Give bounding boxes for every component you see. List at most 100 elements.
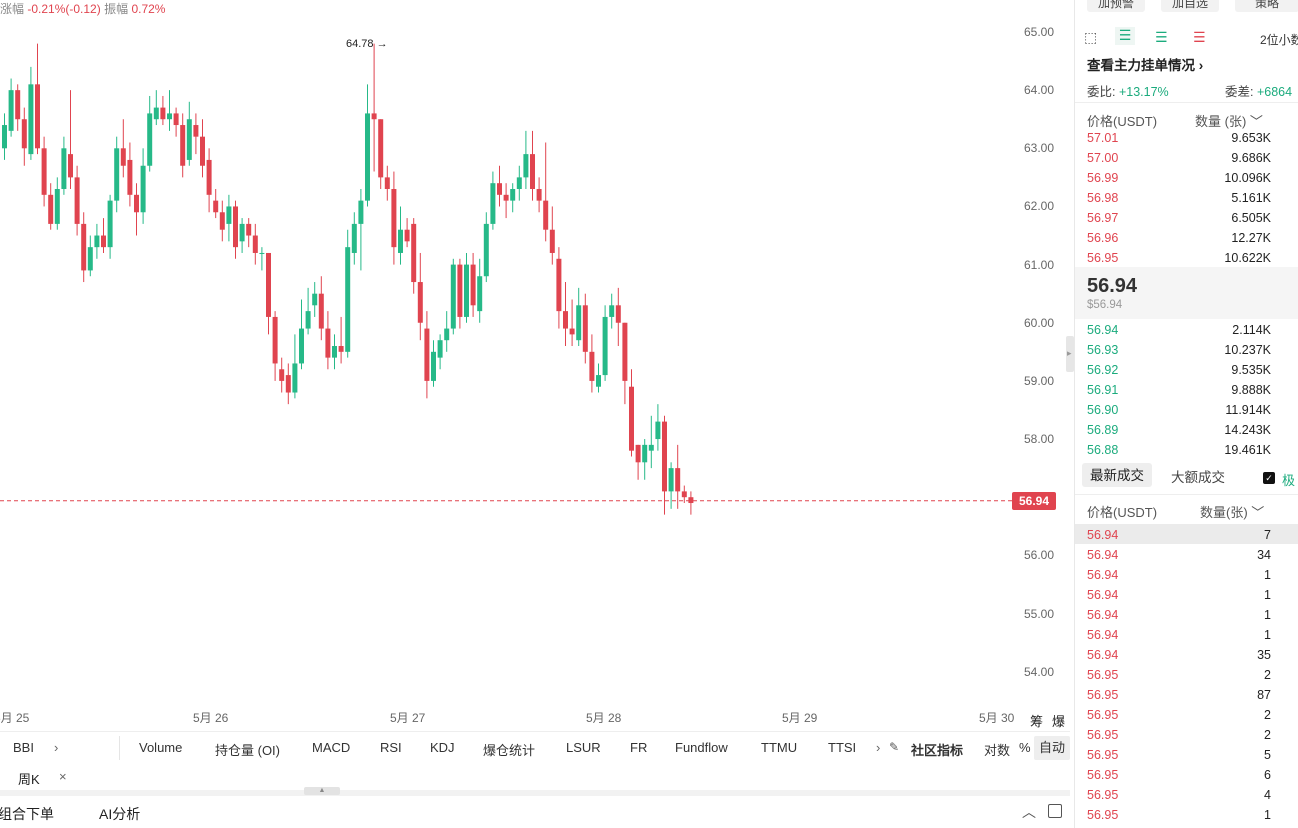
log-scale-toggle[interactable]: 对数 (984, 743, 1011, 758)
orderbook-row[interactable]: 56.96 12.27K (1087, 228, 1271, 248)
chevron-right-icon[interactable]: › (876, 740, 881, 755)
trade-row[interactable]: 56.95 4 (1087, 785, 1271, 805)
indicator-volume[interactable]: Volume (139, 740, 183, 755)
trade-row[interactable]: 56.94 35 (1087, 645, 1271, 665)
orderbook-both-icon[interactable]: ☰ (1115, 27, 1135, 45)
indicator-ttsi[interactable]: TTSI (828, 740, 857, 755)
row-qty: 1 (1264, 568, 1271, 582)
trade-row[interactable]: 56.94 1 (1087, 585, 1271, 605)
candle (81, 212, 87, 283)
candle (74, 165, 80, 236)
chevron-up-icon[interactable]: ︿ (1022, 804, 1036, 820)
candlestick-chart[interactable]: 65.00 64.00 63.00 62.00 61.00 60.00 59.00 58.00… (0, 0, 1070, 730)
trade-row[interactable]: 56.95 1 (1087, 805, 1271, 825)
liquidation-button[interactable]: 爆 (1052, 714, 1066, 729)
decimals-select[interactable]: 2位小数 (1260, 33, 1298, 47)
trade-row[interactable]: 56.94 1 (1087, 625, 1271, 645)
indicator-macd[interactable]: MACD (312, 740, 351, 755)
add-alert-button[interactable]: 加预警 (1087, 0, 1145, 12)
tab-combo-order[interactable]: 组合下单 (0, 806, 54, 822)
orderbook-qty-header[interactable]: 数量 (张) ﹀ (1195, 114, 1263, 129)
candle (464, 252, 469, 323)
candle (305, 287, 311, 335)
indicator-bbi[interactable]: BBI (13, 740, 34, 755)
candle (167, 90, 172, 131)
orderbook-row[interactable]: 56.97 6.505K (1087, 208, 1271, 228)
indicator-ttmu[interactable]: TTMU (761, 740, 798, 755)
trade-row[interactable]: 56.95 5 (1087, 745, 1271, 765)
orderbook-row[interactable]: 56.95 10.622K (1087, 248, 1271, 268)
orderbook-bids-icon[interactable]: ☰ (1155, 29, 1168, 45)
trade-row[interactable]: 56.95 6 (1087, 765, 1271, 785)
trade-row[interactable]: 56.94 1 (1087, 565, 1271, 585)
orderbook-row[interactable]: 56.93 10.237K (1087, 340, 1271, 360)
layout-icon[interactable]: ⬚ (1084, 29, 1098, 45)
row-qty: 4 (1264, 788, 1271, 802)
depth-link[interactable]: 查看主力挂单情况 › (1087, 58, 1204, 73)
orderbook-row[interactable]: 56.94 2.114K (1087, 320, 1271, 340)
indicator-kdj[interactable]: KDJ (430, 740, 455, 755)
diff-value: +6864 (1256, 85, 1293, 99)
indicator-lsur[interactable]: LSUR (566, 740, 601, 755)
orderbook-row[interactable]: 57.01 9.653K (1087, 128, 1271, 148)
panel-collapse-handle[interactable]: ▸ (1066, 336, 1074, 372)
percent-scale-toggle[interactable]: % (1019, 740, 1031, 755)
orderbook-row[interactable]: 57.00 9.686K (1087, 148, 1271, 168)
orderbook-row[interactable]: 56.89 14.243K (1087, 420, 1271, 440)
period-weekly[interactable]: 周K (18, 772, 40, 787)
candle (417, 252, 423, 341)
indicator-oi[interactable]: 持仓量 (OI) (215, 743, 280, 758)
trade-row[interactable]: 56.95 87 (1087, 685, 1271, 705)
candle (622, 322, 628, 405)
indicator-rsi[interactable]: RSI (380, 740, 402, 755)
candle (477, 258, 483, 323)
add-watchlist-button[interactable]: 加自选 (1161, 0, 1219, 12)
trade-row[interactable]: 56.94 1 (1087, 605, 1271, 625)
tab-large-trades[interactable]: 大额成交 (1171, 470, 1225, 485)
trade-row[interactable]: 56.94 34 (1087, 545, 1271, 565)
trade-row[interactable]: 56.95 2 (1087, 705, 1271, 725)
trade-row[interactable]: 56.95 2 (1087, 665, 1271, 685)
close-icon[interactable]: × (59, 769, 67, 784)
row-qty: 2 (1264, 668, 1271, 682)
y-tick-label: 63.00 (1024, 141, 1055, 156)
candle (351, 212, 357, 265)
candle (596, 363, 601, 393)
row-price: 56.92 (1087, 363, 1119, 377)
checkbox-icon[interactable]: ✓ (1263, 472, 1275, 484)
chip-distribution-button[interactable]: 筹 (1030, 714, 1044, 729)
row-qty: 10.096K (1224, 171, 1271, 185)
orderbook-row[interactable]: 56.90 11.914K (1087, 400, 1271, 420)
trade-row[interactable]: 56.94 7 (1087, 525, 1271, 545)
expand-icon[interactable] (1048, 804, 1062, 818)
drag-handle[interactable]: ▲ (304, 787, 340, 795)
indicator-liquidation[interactable]: 爆仓统计 (483, 743, 536, 758)
orderbook-asks-icon[interactable]: ☰ (1193, 29, 1206, 45)
tab-latest-trades[interactable]: 最新成交 (1082, 463, 1152, 487)
tab-ai-analysis[interactable]: AI分析 (99, 806, 141, 822)
candle (312, 282, 318, 317)
row-price: 56.98 (1087, 191, 1119, 205)
row-qty: 35 (1257, 648, 1271, 662)
auto-scale-button[interactable]: 自动 (1034, 736, 1070, 760)
strategy-button[interactable]: 策略 (1235, 0, 1298, 12)
community-indicators-button[interactable]: 社区指标 (911, 743, 964, 758)
orderbook-row[interactable]: 56.92 9.535K (1087, 360, 1271, 380)
edit-icon[interactable]: ✎ (889, 740, 900, 754)
orderbook-row[interactable]: 56.98 5.161K (1087, 188, 1271, 208)
candle (398, 206, 403, 265)
chevron-right-icon[interactable]: › (54, 740, 59, 755)
trades-qty-header[interactable]: 数量(张) ﹀ (1200, 505, 1265, 520)
orderbook-row[interactable]: 56.88 19.461K (1087, 440, 1271, 460)
y-tick-label: 64.00 (1024, 83, 1055, 98)
candlestick-svg[interactable] (0, 0, 1070, 730)
orderbook-row[interactable]: 56.91 9.888K (1087, 380, 1271, 400)
trade-row[interactable]: 56.95 2 (1087, 725, 1271, 745)
candle (530, 130, 535, 201)
candle (279, 357, 285, 393)
chevron-down-icon: ﹀ (1251, 505, 1265, 520)
extreme-toggle-label[interactable]: 极 (1282, 473, 1296, 488)
indicator-fundflow[interactable]: Fundflow (675, 740, 728, 755)
orderbook-row[interactable]: 56.99 10.096K (1087, 168, 1271, 188)
indicator-fr[interactable]: FR (630, 740, 648, 755)
